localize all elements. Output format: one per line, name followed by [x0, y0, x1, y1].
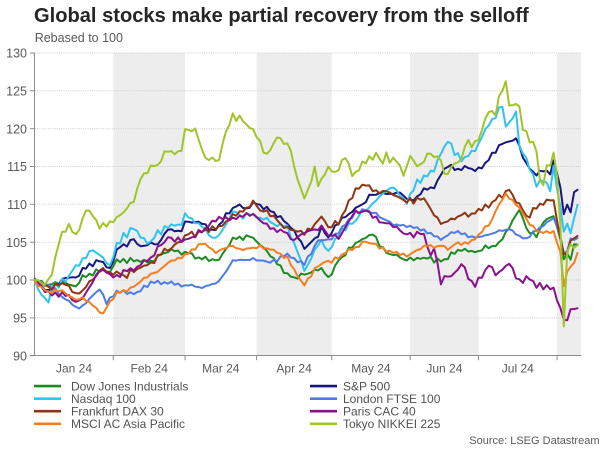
- svg-text:100: 100: [6, 274, 27, 288]
- svg-text:Paris CAC 40: Paris CAC 40: [343, 404, 416, 418]
- svg-text:95: 95: [13, 312, 27, 326]
- svg-text:MSCI AC Asia Pacific: MSCI AC Asia Pacific: [71, 417, 185, 431]
- svg-text:Source: LSEG Datastream: Source: LSEG Datastream: [469, 435, 599, 447]
- svg-text:Dow Jones Industrials: Dow Jones Industrials: [71, 379, 188, 393]
- svg-text:105: 105: [6, 236, 27, 250]
- svg-text:Rebased to 100: Rebased to 100: [35, 31, 123, 45]
- svg-text:Mar 24: Mar 24: [202, 362, 240, 376]
- svg-text:90: 90: [13, 349, 27, 363]
- svg-text:120: 120: [6, 122, 27, 136]
- svg-text:115: 115: [7, 160, 27, 174]
- svg-text:Apr 24: Apr 24: [276, 362, 312, 376]
- svg-text:Nasdaq 100: Nasdaq 100: [71, 392, 136, 406]
- svg-text:S&P 500: S&P 500: [343, 379, 390, 393]
- svg-text:Jun 24: Jun 24: [426, 362, 462, 376]
- svg-text:London FTSE 100: London FTSE 100: [343, 392, 441, 406]
- svg-text:125: 125: [6, 84, 27, 98]
- svg-text:Tokyo NIKKEI 225: Tokyo NIKKEI 225: [343, 417, 441, 431]
- svg-text:May 24: May 24: [351, 362, 391, 376]
- svg-text:Jul 24: Jul 24: [502, 362, 534, 376]
- svg-text:Frankfurt DAX 30: Frankfurt DAX 30: [71, 404, 164, 418]
- svg-text:110: 110: [7, 198, 27, 212]
- svg-text:Global stocks make partial rec: Global stocks make partial recovery from…: [34, 5, 529, 27]
- svg-text:Feb 24: Feb 24: [131, 362, 169, 376]
- svg-text:130: 130: [6, 47, 27, 61]
- svg-text:Jan 24: Jan 24: [56, 362, 92, 376]
